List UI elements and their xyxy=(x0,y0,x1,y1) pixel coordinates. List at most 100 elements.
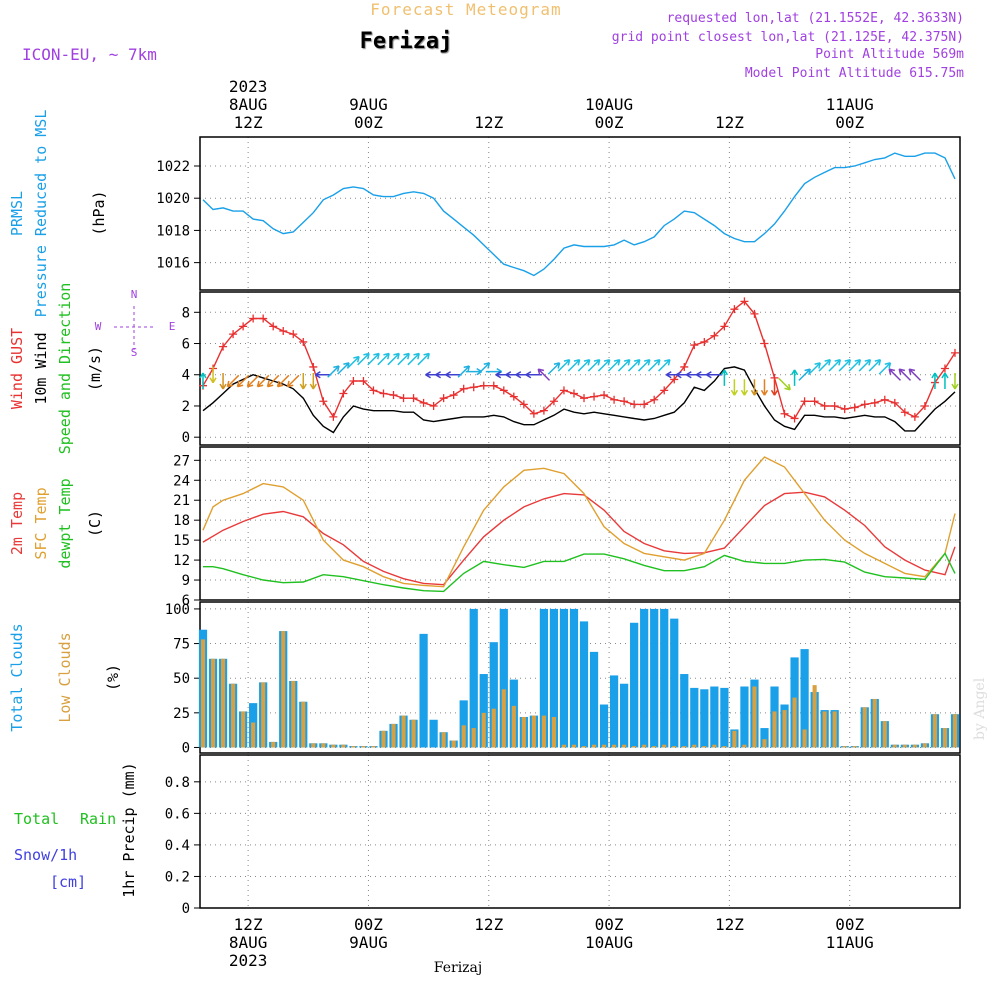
gust-marker xyxy=(760,339,769,348)
low-cloud-bar xyxy=(581,746,587,748)
wind-direction-arrow xyxy=(314,371,332,379)
gust-marker xyxy=(610,395,619,404)
wind-direction-arrow xyxy=(931,372,939,389)
gust-marker xyxy=(750,309,759,318)
wind-direction-arrow xyxy=(445,371,462,379)
low-cloud-bar xyxy=(932,714,937,748)
total-cloud-bar xyxy=(630,622,639,748)
wind-direction-arrow xyxy=(587,358,601,372)
gust-marker xyxy=(910,412,919,421)
gust-marker xyxy=(319,397,328,406)
wind-direction-arrow xyxy=(567,358,581,372)
wind-direction-arrow xyxy=(347,355,360,369)
wind-direction-arrow xyxy=(808,362,822,375)
wind-direction-arrow xyxy=(770,379,779,396)
total-cloud-bar xyxy=(609,675,619,748)
compass-north: N xyxy=(131,288,138,301)
low-cloud-bar xyxy=(602,744,607,748)
panel-label: Speed and Direction xyxy=(56,283,74,455)
wind-direction-arrow xyxy=(577,358,591,372)
gust-marker xyxy=(449,391,458,400)
y-tick-label: 0 xyxy=(182,430,190,446)
bottom-hour-label: 00Z xyxy=(835,915,864,934)
gust-marker xyxy=(730,305,739,314)
panel-label: Low Clouds xyxy=(56,632,74,722)
wind-direction-arrow xyxy=(276,374,290,388)
wind-direction-arrow xyxy=(219,372,227,390)
low-cloud-bar xyxy=(732,730,737,748)
gust-marker xyxy=(900,408,909,417)
wind-direction-arrow xyxy=(485,367,503,376)
precip-total-label: Total xyxy=(14,810,59,828)
gust-marker xyxy=(840,405,849,414)
gust-marker xyxy=(650,395,659,404)
gust-marker xyxy=(349,376,358,385)
low-cloud-bar xyxy=(381,730,386,748)
y-tick-label: 0 xyxy=(182,901,190,917)
wind-direction-arrow xyxy=(246,374,260,388)
gust-marker xyxy=(870,398,879,407)
low-cloud-bar xyxy=(531,715,536,748)
total-cloud-bar xyxy=(720,687,729,748)
footer-city: Ferizaj xyxy=(434,960,482,976)
low-cloud-bar xyxy=(321,743,326,748)
wind-direction-arrow xyxy=(898,368,912,381)
low-cloud-bar xyxy=(241,711,246,748)
panel-label: SFC Temp xyxy=(32,487,50,559)
gust-marker xyxy=(479,381,488,390)
y-tick-label: 21 xyxy=(173,493,190,509)
gust-marker xyxy=(920,401,929,410)
low-cloud-bar xyxy=(832,711,837,748)
total-cloud-bar xyxy=(710,686,719,748)
low-cloud-bar xyxy=(291,680,296,748)
compass-west: W xyxy=(95,320,102,333)
total-cloud-bar xyxy=(499,608,508,748)
top-hour-label: 00Z xyxy=(835,113,864,132)
bottom-date-label: 8AUG xyxy=(229,933,268,952)
gust-marker xyxy=(590,392,599,401)
gust-marker xyxy=(580,394,589,403)
y-tick-label: 6 xyxy=(182,337,190,353)
wind-direction-arrow xyxy=(607,358,621,372)
gust-marker xyxy=(299,337,308,346)
wind-direction-arrow xyxy=(648,358,661,372)
y-tick-label: 4 xyxy=(182,368,190,384)
total-cloud-bar xyxy=(479,674,488,748)
low-cloud-bar xyxy=(942,728,948,748)
y-tick-label: 8 xyxy=(182,305,190,321)
low-cloud-bar xyxy=(451,740,456,748)
gust-marker xyxy=(950,348,959,357)
gust-marker xyxy=(269,322,278,331)
gust-marker xyxy=(549,397,558,406)
gust-marker xyxy=(229,330,238,339)
compass-south: S xyxy=(131,346,138,359)
gust-marker xyxy=(780,409,789,418)
total-cloud-bar xyxy=(419,633,428,748)
total-cloud-bar xyxy=(620,683,629,748)
wind-gust-line xyxy=(202,300,956,420)
low-cloud-bar xyxy=(862,707,867,748)
low-cloud-bar xyxy=(391,723,396,748)
model-label: ICON-EU, ~ 7km xyxy=(22,45,157,64)
total-cloud-bar xyxy=(569,608,579,748)
total-cloud-bar xyxy=(599,704,609,748)
panel-frame xyxy=(199,754,961,909)
wind-direction-arrow xyxy=(790,369,799,386)
top-hour-label: 00Z xyxy=(354,113,383,132)
wind-direction-arrow xyxy=(226,374,240,388)
low-cloud-bar xyxy=(812,685,817,748)
gust-marker xyxy=(830,401,839,410)
y-tick-label: 27 xyxy=(173,453,190,469)
wind-direction-arrow xyxy=(397,352,410,366)
low-cloud-bar xyxy=(411,719,416,748)
bottom-hour-label: 00Z xyxy=(595,915,624,934)
y-tick-label: 100 xyxy=(165,602,190,618)
low-cloud-bar xyxy=(712,744,717,748)
y-tick-label: 50 xyxy=(173,671,190,687)
panel-unit: (C) xyxy=(86,510,104,537)
total-cloud-bar xyxy=(640,608,649,748)
y-tick-label: 18 xyxy=(173,513,190,529)
wind-direction-arrow xyxy=(387,352,400,366)
wind-direction-arrow xyxy=(537,368,551,381)
